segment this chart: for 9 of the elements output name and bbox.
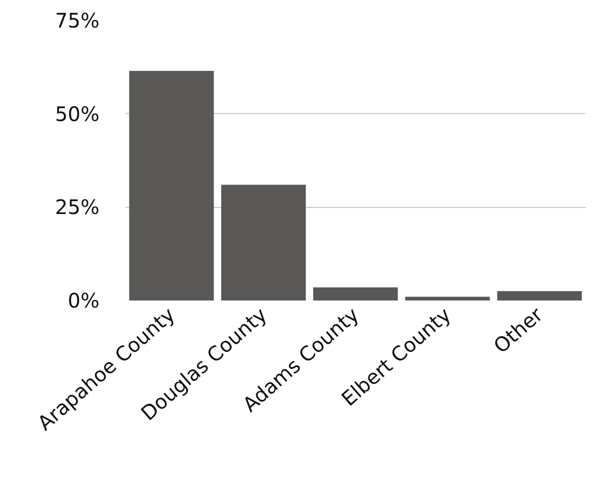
bar	[129, 70, 214, 300]
bar	[497, 291, 582, 300]
y-tick-label: 75%	[55, 8, 100, 32]
bar	[221, 184, 306, 300]
bar	[313, 287, 398, 300]
y-tick-label: 0%	[68, 288, 100, 312]
bar	[405, 296, 490, 300]
y-tick-label: 25%	[55, 195, 100, 220]
y-tick-label: 50%	[55, 102, 100, 126]
